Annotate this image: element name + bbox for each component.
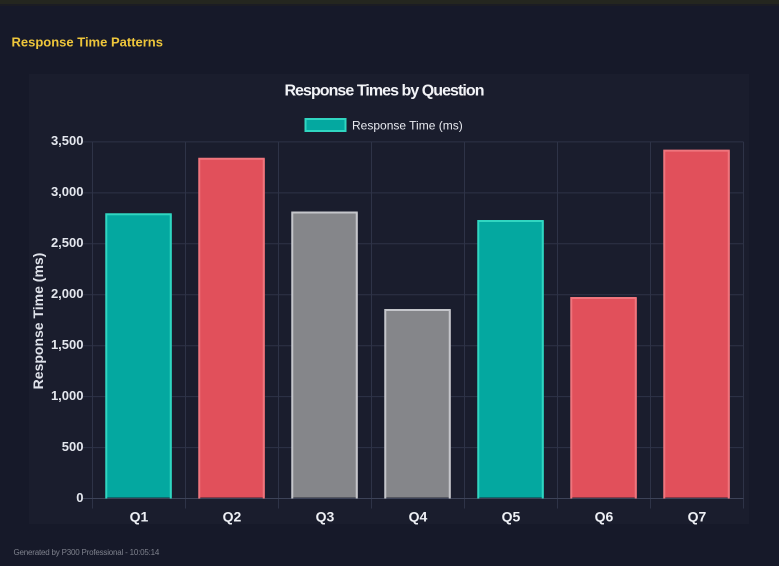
svg-text:Q5: Q5 xyxy=(502,508,521,524)
svg-text:500: 500 xyxy=(62,439,84,454)
svg-text:2,500: 2,500 xyxy=(51,235,84,250)
svg-text:Response Time (ms): Response Time (ms) xyxy=(30,253,46,390)
svg-text:Response Times by Question: Response Times by Question xyxy=(284,82,483,99)
svg-text:1,500: 1,500 xyxy=(51,337,84,352)
svg-text:Generated by P300 Professional: Generated by P300 Professional - 10:05:1… xyxy=(14,548,160,557)
svg-text:3,000: 3,000 xyxy=(51,184,84,199)
svg-text:Response Time Patterns: Response Time Patterns xyxy=(12,35,163,50)
svg-text:Q3: Q3 xyxy=(316,508,335,524)
svg-text:2,000: 2,000 xyxy=(51,286,84,301)
svg-text:0: 0 xyxy=(76,490,83,505)
svg-text:Q6: Q6 xyxy=(595,508,614,524)
svg-text:Q1: Q1 xyxy=(130,508,149,524)
svg-text:Q7: Q7 xyxy=(688,508,707,524)
svg-text:1,000: 1,000 xyxy=(51,388,84,403)
svg-text:3,500: 3,500 xyxy=(51,133,84,148)
svg-text:Q4: Q4 xyxy=(409,508,428,524)
svg-text:Response Time (ms): Response Time (ms) xyxy=(352,119,463,133)
svg-text:Q2: Q2 xyxy=(223,508,242,524)
